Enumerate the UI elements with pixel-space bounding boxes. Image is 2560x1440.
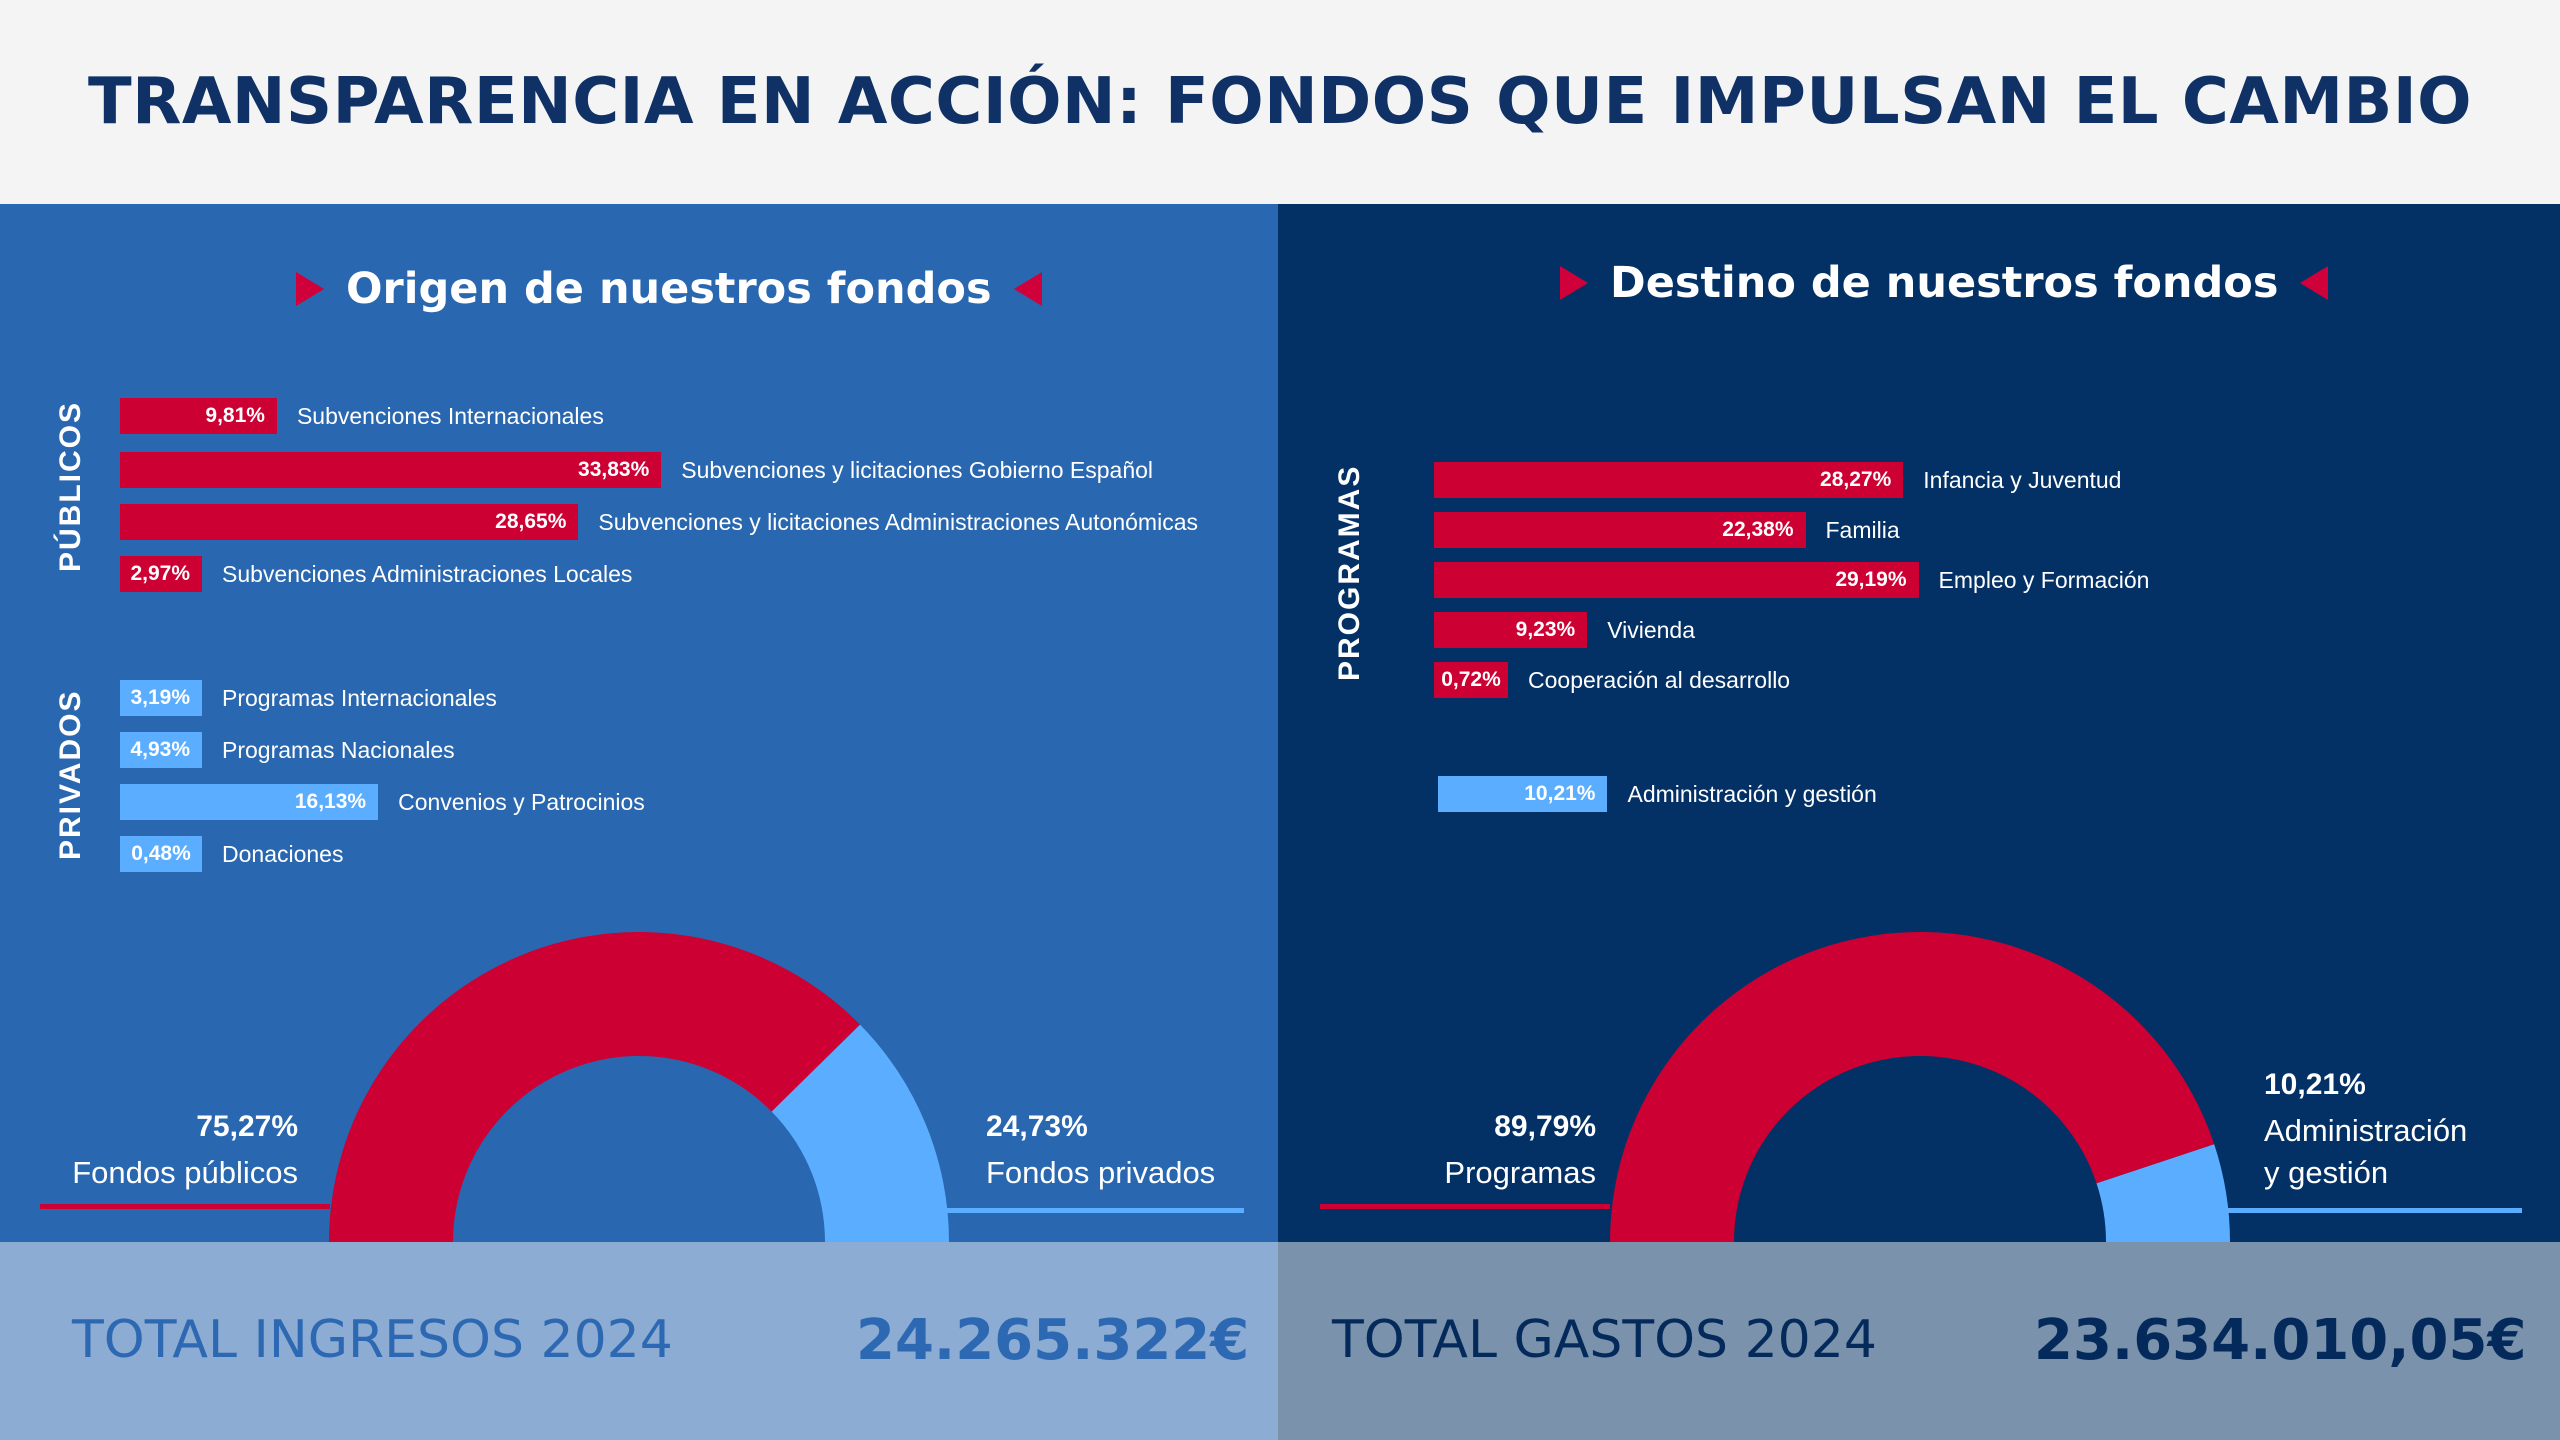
donut-right-caption-line2: y gestión [2264,1155,2389,1190]
bar-label-empleo-y-formacion: Empleo y Formación [1938,566,2150,593]
bar-vivienda: 9,23% [1434,612,1588,648]
bar-row-donaciones: 0,48% Donaciones [120,836,343,872]
bar-label-cooperacion-al-desarrollo: Cooperación al desarrollo [1528,666,1791,693]
page-title: TRANSPARENCIA EN ACCIÓN: FONDOS QUE IMPU… [87,65,2473,139]
donut-right-percent: 10,21% [2264,1068,2366,1101]
bar-label-subvenciones-internacionales: Subvenciones Internacionales [296,402,604,429]
origin-title: Origen de nuestros fondos [296,264,1042,314]
bar-infancia-y-juventud: 28,27% [1434,462,1904,498]
donut-left-percent: 89,79% [1494,1110,1596,1143]
bar-row-subvenciones-internacionales: 9,81% Subvenciones Internacionales [120,398,604,434]
bar-row-subvenciones-y-licitaciones-administraciones-autonomicas: 28,65% Subvenciones y licitaciones Admini… [120,504,1198,540]
bar-subvenciones-y-licitaciones-gobierno-espanol: 33,83% [120,452,662,488]
origin-panel: Origen de nuestros fondos PÚBLICOS PRIVA… [0,204,1278,1242]
group-label-programas: PROGRAMAS [1333,464,1366,681]
expense-total-value: 23.634.010,05€ [2034,1308,2527,1373]
bar-convenios-y-patrocinios: 16,13% [120,784,379,820]
bar-label-subvenciones-administraciones-locales: Subvenciones Administraciones Locales [222,560,633,587]
destination-title: Destino de nuestros fondos [1560,258,2329,308]
donut-right-percent: 24,73% [986,1110,1088,1143]
bar-cooperacion-al-desarrollo: 0,72% [1434,662,1508,698]
bar-row-cooperacion-al-desarrollo: 0,72% Cooperación al desarrollo [1434,662,1790,698]
header: TRANSPARENCIA EN ACCIÓN: FONDOS QUE IMPU… [0,0,2560,204]
triangle-right-icon [296,272,324,306]
donut-segment-blue [771,1024,949,1242]
income-total-value: 24.265.322€ [856,1308,1250,1373]
group-label-publicos: PÚBLICOS [54,400,87,572]
triangle-left-icon [2300,266,2329,300]
bar-programas-internacionales: 3,19% [120,680,202,716]
bar-label-programas-nacionales: Programas Nacionales [222,736,455,763]
bar-label-administracion-y-gestion: Administración y gestión [1627,780,1877,807]
income-total-bar: TOTAL INGRESOS 2024 24.265.322€ [0,1242,1278,1440]
donut-segment-red [329,932,861,1242]
bar-label-subvenciones-y-licitaciones-gobierno-espanol: Subvenciones y licitaciones Gobierno Esp… [681,456,1154,483]
donut-segment-red [1610,932,2215,1242]
bar-row-convenios-y-patrocinios: 16,13% Convenios y Patrocinios [120,784,645,820]
bar-administracion-y-gestion: 10,21% [1438,776,1608,812]
bar-row-subvenciones-administraciones-locales: 2,97% Subvenciones Administraciones Local… [120,556,632,592]
donut-right-caption-line1: Administración [2264,1113,2468,1148]
donut-right-leader [2224,1208,2522,1213]
donut-right-caption: Fondos privados [986,1155,1216,1190]
group-label-privados: PRIVADOS [54,689,87,860]
bar-row-vivienda: 9,23% Vivienda [1434,612,1695,648]
bar-subvenciones-administraciones-locales: 2,97% [120,556,202,592]
income-total-label: TOTAL INGRESOS 2024 [72,1310,673,1370]
bar-row-programas-internacionales: 3,19% Programas Internacionales [120,680,497,716]
donut-left-leader [40,1204,330,1209]
expense-total-label: TOTAL GASTOS 2024 [1332,1310,1877,1370]
triangle-left-icon [1013,272,1042,306]
bar-familia: 22,38% [1434,512,1806,548]
destination-donut-chart [1610,932,2230,1242]
destination-panel: Destino de nuestros fondos PROGRAMAS 28,… [1278,204,2560,1242]
bar-empleo-y-formacion: 29,19% [1434,562,1919,598]
bar-label-donaciones: Donaciones [222,840,344,867]
bar-row-infancia-y-juventud: 28,27% Infancia y Juventud [1434,462,2121,498]
bar-programas-nacionales: 4,93% [120,732,202,768]
bar-row-programas-nacionales: 4,93% Programas Nacionales [120,732,455,768]
bar-row-subvenciones-y-licitaciones-gobierno-espanol: 33,83% Subvenciones y licitaciones Gobier… [120,452,1153,488]
bar-row-familia: 22,38% Familia [1434,512,1900,548]
destination-title-text: Destino de nuestros fondos [1610,258,2279,308]
bar-label-vivienda: Vivienda [1607,616,1696,643]
bar-label-subvenciones-y-licitaciones-administraciones-autonomicas: Subvenciones y licitaciones Administraci… [598,508,1198,535]
bar-label-convenios-y-patrocinios: Convenios y Patrocinios [398,788,645,815]
donut-left-leader [1320,1204,1610,1209]
bar-donaciones: 0,48% [120,836,202,872]
donut-right-leader [946,1208,1244,1213]
origin-donut-chart [329,932,949,1242]
donut-left-caption: Fondos públicos [72,1155,298,1190]
bar-row-administracion-y-gestion: 10,21% Administración y gestión [1438,776,1877,812]
origin-title-text: Origen de nuestros fondos [346,264,992,314]
donut-left-percent: 75,27% [196,1110,298,1143]
bar-subvenciones-internacionales: 9,81% [120,398,277,434]
donut-left-caption: Programas [1444,1155,1596,1190]
bar-subvenciones-y-licitaciones-administraciones-autonomicas: 28,65% [120,504,579,540]
triangle-right-icon [1560,266,1588,300]
donut-segment-blue [2096,1144,2230,1242]
bar-label-infancia-y-juventud: Infancia y Juventud [1923,466,2122,493]
bar-label-familia: Familia [1825,516,1900,543]
expense-total-bar: TOTAL GASTOS 2024 23.634.010,05€ [1278,1242,2560,1440]
bar-label-programas-internacionales: Programas Internacionales [222,684,497,711]
bar-row-empleo-y-formacion: 29,19% Empleo y Formación [1434,562,2149,598]
